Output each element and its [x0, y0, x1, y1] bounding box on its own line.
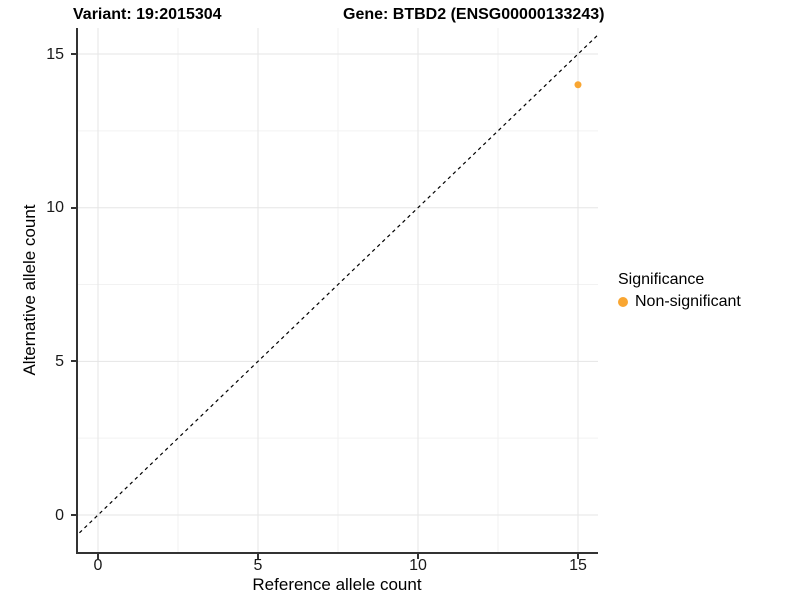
x-axis-line — [76, 552, 598, 554]
x-tick-label-15: 15 — [569, 557, 587, 574]
y-axis-line — [76, 28, 78, 554]
y-tick-label-15: 15 — [46, 46, 64, 63]
x-tick-mark-0 — [97, 554, 99, 559]
y-tick-mark-10 — [71, 207, 76, 209]
identity-dashed-line — [78, 34, 598, 536]
x-tick-label-10: 10 — [409, 557, 427, 574]
plot-title-gene: Gene: BTBD2 (ENSG00000133243) — [343, 6, 605, 23]
x-axis-title: Reference allele count — [252, 575, 422, 594]
legend: Significance Non-significant — [618, 270, 741, 312]
y-tick-mark-0 — [71, 514, 76, 516]
plot-panel — [78, 28, 598, 552]
x-tick-label-5: 5 — [253, 557, 263, 574]
data-point — [574, 81, 582, 89]
x-tick-mark-15 — [577, 554, 579, 559]
legend-key-dot-icon — [618, 297, 628, 307]
y-tick-label-10: 10 — [46, 199, 64, 216]
plot-title-variant: Variant: 19:2015304 — [73, 6, 222, 23]
legend-item-non-significant: Non-significant — [618, 292, 741, 312]
x-tick-label-0: 0 — [93, 557, 103, 574]
y-tick-mark-5 — [71, 360, 76, 362]
y-axis-title: Alternative allele count — [20, 204, 39, 376]
y-tick-label-5: 5 — [55, 353, 64, 370]
x-tick-mark-10 — [417, 554, 419, 559]
y-tick-mark-15 — [71, 53, 76, 55]
legend-item-label: Non-significant — [635, 293, 741, 310]
y-tick-label-0: 0 — [55, 507, 64, 524]
x-tick-mark-5 — [257, 554, 259, 559]
legend-title: Significance — [618, 271, 705, 288]
